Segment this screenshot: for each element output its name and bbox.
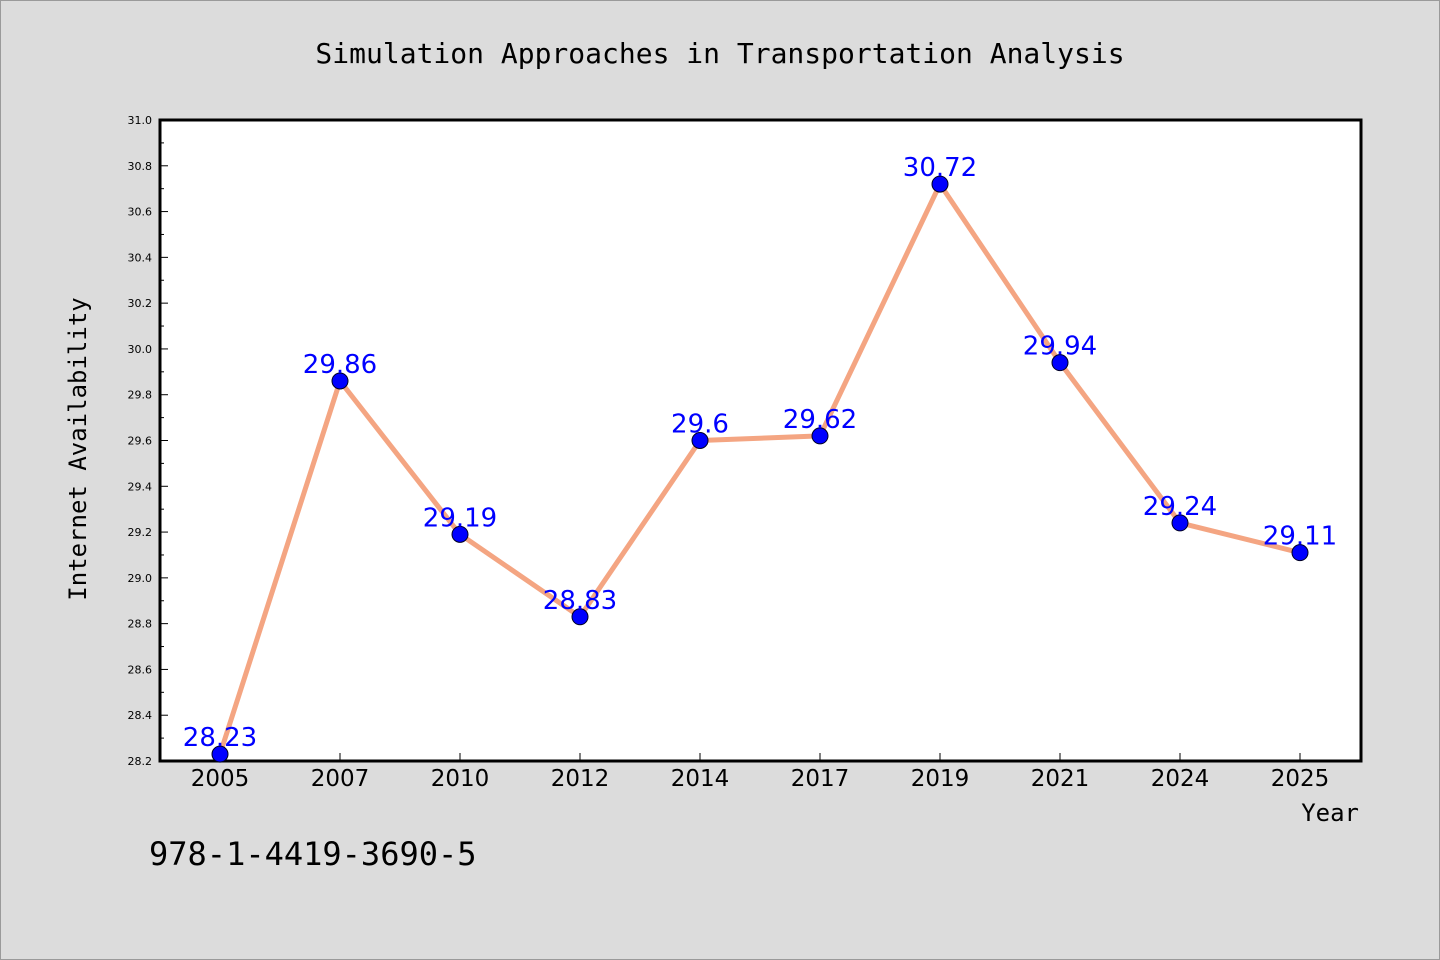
- y-tick-label: 31.0: [128, 114, 153, 127]
- x-tick-label: 2024: [1151, 766, 1210, 792]
- y-tick-label: 29.0: [128, 572, 153, 585]
- x-tick-label: 2007: [311, 766, 370, 792]
- y-tick-label: 30.2: [128, 297, 153, 310]
- data-point-marker: [451, 525, 469, 543]
- x-tick-label: 2014: [671, 766, 730, 792]
- data-point-marker: [571, 608, 589, 626]
- y-tick-label: 28.8: [128, 618, 153, 631]
- y-axis: 28.2 28.4 28.6 28.8 29.0 29.2 29.4 29.6 29.8 30.0…: [128, 114, 168, 768]
- data-point-marker: [1051, 354, 1069, 372]
- x-tick-label: 2005: [191, 766, 250, 792]
- data-label: 28.83: [543, 586, 617, 616]
- x-tick-label: 2025: [1271, 766, 1330, 792]
- x-tick-label: 2012: [551, 766, 610, 792]
- y-tick-label: 28.6: [128, 663, 153, 676]
- data-point-marker: [691, 432, 709, 449]
- series-layer: [211, 175, 1309, 763]
- y-tick-label: 30.6: [128, 206, 153, 219]
- data-point-marker: [1171, 514, 1189, 532]
- data-label-layer: 28.23 29.86 29.19 28.83 29.6 29.62 30.72 29.94 2…: [183, 153, 1337, 753]
- data-label: 30.72: [903, 153, 977, 183]
- y-tick-label: 29.2: [128, 526, 153, 539]
- isbn-annotation: 978-1-4419-3690-5: [149, 835, 477, 873]
- chart-title: Simulation Approaches in Transportation …: [315, 37, 1124, 70]
- x-axis: 2005 2007 2010 2012 2014 2017 2019 2021 2024 2025: [191, 753, 1330, 792]
- y-tick-label: 29.4: [128, 480, 153, 493]
- data-label: 29.86: [303, 350, 377, 380]
- data-label: 29.19: [423, 503, 497, 533]
- y-tick-label: 30.4: [128, 251, 153, 264]
- y-tick-label: 28.4: [128, 709, 153, 722]
- y-axis-label: Internet Availability: [64, 297, 92, 600]
- data-label: 29.24: [1143, 492, 1217, 522]
- data-label: 29.62: [783, 405, 857, 435]
- series-line: [217, 181, 1301, 755]
- data-point-marker: [211, 745, 229, 763]
- y-tick-label: 29.8: [128, 389, 153, 402]
- data-point-marker: [331, 372, 349, 390]
- data-point-marker: [811, 427, 829, 445]
- data-label: 29.94: [1023, 332, 1097, 362]
- x-axis-label: Year: [1301, 799, 1359, 827]
- y-tick-label: 30.8: [128, 160, 153, 173]
- y-tick-label: 29.6: [128, 435, 153, 448]
- x-tick-label: 2017: [791, 766, 850, 792]
- y-tick-label: 30.0: [128, 343, 153, 356]
- data-point-marker: [1291, 544, 1309, 562]
- data-label: 29.6: [671, 410, 729, 440]
- x-tick-label: 2021: [1031, 766, 1090, 792]
- x-tick-label: 2010: [431, 766, 490, 792]
- data-label: 29.11: [1263, 522, 1337, 552]
- data-point-marker: [931, 175, 949, 193]
- data-label: 28.23: [183, 723, 257, 753]
- x-tick-label: 2019: [911, 766, 970, 792]
- y-tick-label: 28.2: [128, 755, 153, 768]
